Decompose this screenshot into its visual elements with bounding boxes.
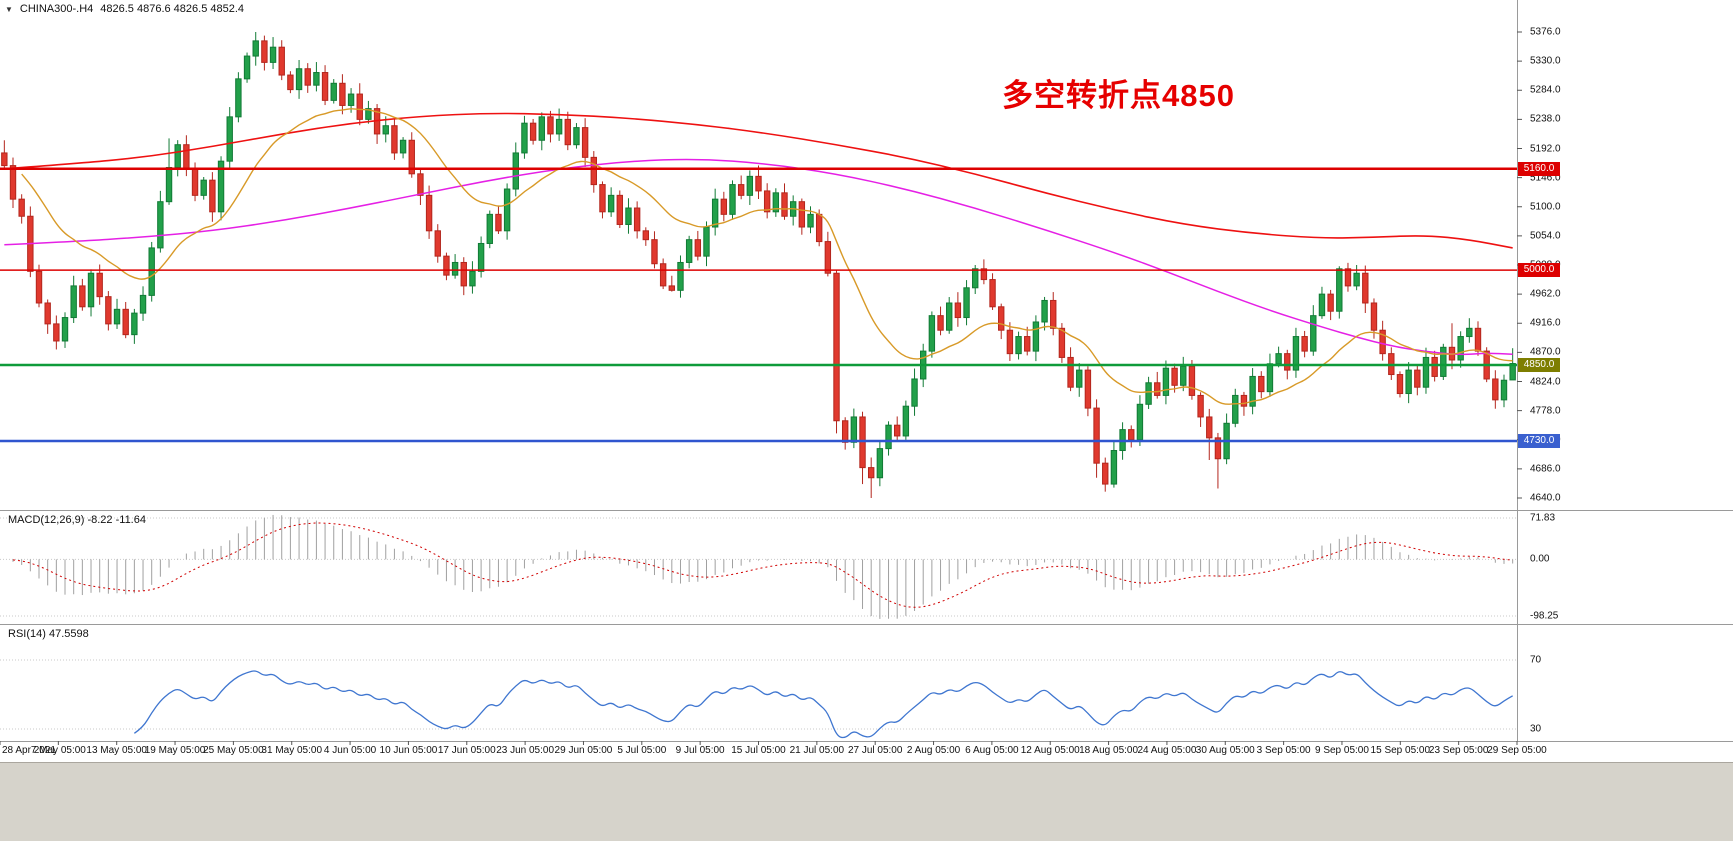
- symbol-label: CHINA300-.H4: [19, 3, 94, 15]
- macd-axis-label: 71.83: [1530, 512, 1556, 524]
- price-axis-label: 4640.0: [1530, 492, 1561, 504]
- macd-axis-label: -98.25: [1530, 610, 1559, 622]
- time-axis-label: 13 May 05:00: [86, 745, 147, 756]
- price-axis-label: 4778.0: [1530, 405, 1561, 417]
- price-axis-label: 5284.0: [1530, 84, 1561, 96]
- time-axis-label: 29 Jun 05:00: [554, 745, 613, 756]
- time-axis-label: 24 Aug 05:00: [1137, 745, 1197, 756]
- time-axis-label: 12 Aug 05:00: [1020, 745, 1080, 756]
- rsi-axis-label: 70: [1530, 654, 1542, 666]
- chart-annotation-text: 多空转折点4850: [1002, 78, 1235, 113]
- time-axis-label: 28 Apr 2021: [2, 745, 56, 756]
- rsi-indicator-label: RSI(14) 47.5598: [8, 628, 89, 640]
- time-axis-label: 15 Jul 05:00: [731, 745, 786, 756]
- time-axis-label: 31 May 05:00: [261, 745, 323, 756]
- price-axis-label: 4962.0: [1530, 288, 1561, 300]
- price-axis-label: 4870.0: [1530, 346, 1561, 358]
- price-level-badge: 5000.0: [1518, 263, 1560, 278]
- time-axis-label: 9 Jul 05:00: [675, 745, 725, 756]
- time-axis-label: 6 Aug 05:00: [965, 745, 1019, 756]
- time-axis-label: 30 Aug 05:00: [1195, 745, 1255, 756]
- time-axis-label: 19 May 05:00: [144, 745, 206, 756]
- price-axis-label: 5376.0: [1530, 26, 1561, 38]
- price-axis-label: 4686.0: [1530, 463, 1561, 475]
- symbol-ohlc: 4826.5 4876.6 4826.5 4852.4: [100, 3, 245, 15]
- price-axis-label: 4916.0: [1530, 317, 1561, 329]
- price-level-badge: 4730.0: [1518, 434, 1560, 449]
- price-level-badge: 5160.0: [1518, 161, 1560, 176]
- time-axis-label: 5 Jul 05:00: [617, 745, 667, 756]
- time-axis-label: 3 Sep 05:00: [1256, 745, 1311, 756]
- time-axis-label: 2 Aug 05:00: [906, 745, 961, 756]
- time-axis-label: 4 Jun 05:00: [323, 745, 377, 756]
- time-axis-label: 25 May 05:00: [203, 745, 264, 756]
- time-axis-label: 15 Sep 05:00: [1370, 745, 1431, 756]
- time-axis-label: 17 Jun 05:00: [437, 745, 496, 756]
- price-axis-label: 4824.0: [1530, 376, 1561, 387]
- expand-panel-icon[interactable]: ▼: [5, 4, 13, 14]
- time-axis-label: 23 Sep 05:00: [1428, 745, 1489, 756]
- price-level-badge: 4850.0: [1518, 358, 1560, 373]
- macd-indicator-label: MACD(12,26,9) -8.22 -11.64: [8, 514, 146, 526]
- time-axis-label: 21 Jul 05:00: [789, 745, 845, 756]
- price-axis-label: 5330.0: [1530, 55, 1561, 67]
- rsi-axis-label: 30: [1530, 723, 1542, 735]
- price-axis-label: 5100.0: [1530, 201, 1561, 213]
- time-axis-label: 10 Jun 05:00: [379, 745, 438, 756]
- price-axis-label: 5146.0: [1530, 172, 1561, 184]
- time-axis-label: 23 Jun 05:00: [496, 745, 555, 756]
- time-axis-label: 29 Sep 05:00: [1487, 745, 1547, 756]
- price-axis-label: 5192.0: [1530, 143, 1561, 154]
- window-bottom-strip: [0, 762, 1733, 841]
- symbol-info: ▼ CHINA300-.H4 4826.5 4876.6 4826.5 4852…: [5, 3, 244, 15]
- time-axis-label: 9 Sep 05:00: [1314, 745, 1369, 756]
- price-axis-label: 5238.0: [1530, 113, 1561, 125]
- time-axis-label: 27 Jul 05:00: [847, 745, 903, 756]
- price-axis-label: 5054.0: [1530, 230, 1561, 242]
- time-axis-label: 18 Aug 05:00: [1079, 745, 1139, 756]
- macd-axis-label: 0.00: [1530, 553, 1550, 565]
- time-axis-label: 7 May 05:00: [30, 745, 86, 756]
